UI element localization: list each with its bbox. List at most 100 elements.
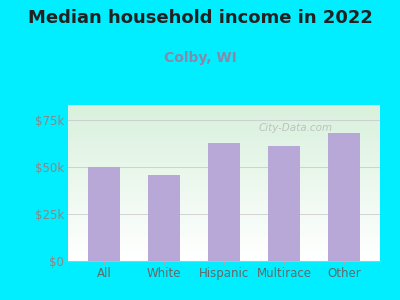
Bar (68, 247, 380, 248)
Bar (148, 175, 180, 261)
Bar (68, 142, 380, 143)
Bar (68, 152, 380, 153)
Bar (68, 189, 380, 190)
Bar (68, 236, 380, 237)
Bar (68, 228, 380, 229)
Bar (68, 190, 380, 191)
Bar (68, 232, 380, 233)
Bar (68, 168, 380, 169)
Bar (68, 175, 380, 176)
Bar (68, 172, 380, 173)
Bar (68, 212, 380, 213)
Bar (68, 208, 380, 209)
Bar (68, 256, 380, 257)
Bar (68, 134, 380, 135)
Bar (68, 216, 380, 217)
Text: City-Data.com: City-Data.com (259, 123, 333, 134)
Bar (68, 160, 380, 161)
Bar (68, 238, 380, 239)
Bar (68, 191, 380, 192)
Bar (68, 171, 380, 172)
Bar (68, 122, 380, 123)
Bar (68, 201, 380, 202)
Bar (68, 220, 380, 221)
Bar (68, 129, 380, 130)
Bar (68, 241, 380, 242)
Bar (68, 120, 380, 121)
Bar (68, 207, 380, 208)
Bar (68, 128, 380, 129)
Bar (68, 135, 380, 136)
Bar (68, 165, 380, 166)
Bar (68, 227, 380, 228)
Bar (68, 254, 380, 255)
Bar (68, 217, 380, 218)
Bar (68, 163, 380, 164)
Bar (68, 259, 380, 260)
Bar (68, 257, 380, 258)
Bar (68, 162, 380, 163)
Bar (68, 133, 380, 134)
Bar (68, 195, 380, 196)
Bar (68, 258, 380, 259)
Bar (68, 223, 380, 224)
Bar (68, 210, 380, 211)
Bar (68, 117, 380, 118)
Bar (68, 203, 380, 204)
Bar (68, 219, 380, 220)
Bar (68, 221, 380, 222)
Bar (68, 124, 380, 125)
Bar (68, 131, 380, 132)
Bar (68, 143, 380, 144)
Bar (68, 193, 380, 194)
Bar (68, 145, 380, 146)
Bar (68, 226, 380, 227)
Bar (68, 202, 380, 203)
Bar (68, 186, 380, 187)
Bar (68, 260, 380, 261)
Bar (68, 205, 380, 206)
Bar (68, 158, 380, 159)
Bar (68, 234, 380, 235)
Bar (68, 160, 380, 161)
Bar (68, 167, 380, 168)
Bar (68, 192, 380, 193)
Bar (68, 153, 380, 154)
Bar (68, 139, 380, 140)
Bar (68, 106, 380, 107)
Bar (68, 147, 380, 148)
Bar (68, 253, 380, 254)
Bar (68, 251, 380, 252)
Bar (68, 187, 380, 188)
Bar (68, 243, 380, 244)
Bar (68, 188, 380, 189)
Bar (68, 233, 380, 234)
Bar (68, 140, 380, 141)
Bar (68, 239, 380, 240)
Bar (68, 200, 380, 201)
Bar (68, 242, 380, 243)
Bar (68, 119, 380, 120)
Bar (88, 167, 120, 261)
Bar (68, 196, 380, 197)
Bar (68, 110, 380, 111)
Bar (68, 164, 380, 165)
Bar (68, 118, 380, 119)
Bar (68, 202, 380, 203)
Bar (68, 136, 380, 137)
Bar (68, 169, 380, 170)
Bar (68, 159, 380, 160)
Bar (68, 109, 380, 110)
Bar (68, 183, 380, 184)
Bar (68, 225, 380, 226)
Bar (68, 151, 380, 152)
Bar (68, 161, 380, 162)
Bar (68, 178, 380, 179)
Bar (68, 194, 380, 195)
Bar (68, 237, 380, 238)
Bar (68, 206, 380, 207)
Bar (68, 111, 380, 112)
Bar (68, 215, 380, 216)
Bar (68, 155, 380, 156)
Bar (68, 138, 380, 139)
